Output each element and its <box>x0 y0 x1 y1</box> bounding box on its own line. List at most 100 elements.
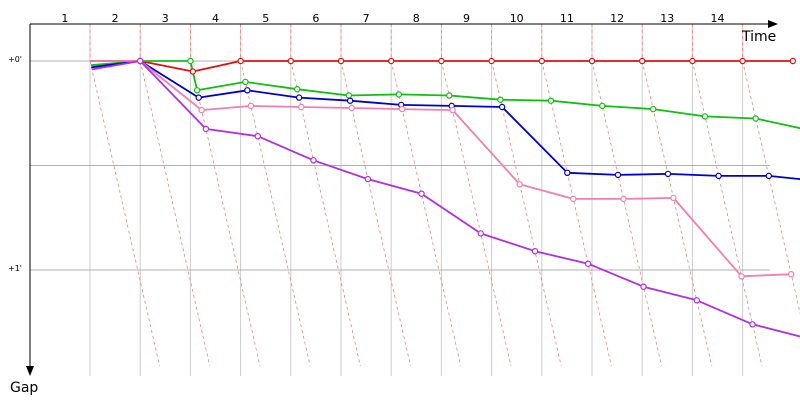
lap-label-6: 6 <box>312 12 319 25</box>
series-2-point-9 <box>564 169 571 176</box>
series-3-point-11 <box>670 194 677 202</box>
series-2-point-13 <box>765 172 773 180</box>
series-4-point-1 <box>136 57 144 65</box>
series-0-point-2 <box>189 68 196 75</box>
lap-connector-12 <box>641 60 713 367</box>
series-2-point-12 <box>715 172 722 180</box>
lap-connector-2 <box>139 60 211 367</box>
axes: Time Gap <box>10 20 778 396</box>
time-axis-arrow <box>768 20 778 28</box>
series-2-point-2 <box>195 94 202 101</box>
lap-connector-4 <box>240 60 311 367</box>
series-4-point-8 <box>531 247 539 255</box>
lap-connector-5 <box>290 60 361 367</box>
series-2-point-11 <box>664 170 672 178</box>
series-0-point-4 <box>287 57 294 65</box>
series-4-point-9 <box>584 260 592 267</box>
series-1-point-8 <box>446 92 453 99</box>
series-1-point-4 <box>242 78 249 86</box>
time-axis-title: Time <box>741 29 776 45</box>
series-1-point-2 <box>187 57 194 65</box>
series-4-point-3 <box>254 132 261 140</box>
series-4-point-2 <box>202 125 210 133</box>
lap-gridlines <box>89 24 744 376</box>
series-3-point-10 <box>620 195 627 203</box>
gap-tick-label: +0' <box>8 55 22 64</box>
series-3-point-2 <box>198 106 205 114</box>
series-3-point-9 <box>570 195 577 203</box>
series-1-point-6 <box>345 92 353 99</box>
series-line-3 <box>90 60 792 278</box>
lap-label-8: 8 <box>413 12 420 25</box>
series-points <box>136 57 797 328</box>
series-4-point-10 <box>640 283 647 290</box>
series-0-point-7 <box>438 57 445 65</box>
series-4-point-5 <box>364 175 372 183</box>
series-1-point-12 <box>650 105 657 113</box>
lap-connector-8 <box>441 60 512 367</box>
series-1-point-9 <box>497 96 504 103</box>
lap-label-2: 2 <box>112 12 119 25</box>
series-line-1 <box>90 60 800 130</box>
lap-label-3: 3 <box>162 12 169 25</box>
lap-connector-10 <box>541 60 612 367</box>
series-2-point-8 <box>498 103 506 111</box>
series-3-point-13 <box>788 271 795 278</box>
series-2-point-4 <box>295 94 303 101</box>
series-1-point-11 <box>599 102 606 110</box>
series-0-point-10 <box>588 57 596 65</box>
lap-connector-lines <box>89 24 800 367</box>
series-0-point-9 <box>538 57 546 65</box>
series-1-point-13 <box>701 113 709 120</box>
lap-label-1: 1 <box>61 12 68 25</box>
series-1-point-10 <box>547 97 555 104</box>
lap-connector-6 <box>340 60 411 367</box>
lap-connector-3 <box>190 60 261 367</box>
lap-label-9: 9 <box>463 12 470 25</box>
series-2-point-3 <box>244 87 251 94</box>
series-3-point-5 <box>348 104 355 112</box>
series-4-point-12 <box>749 321 756 328</box>
lap-connector-13 <box>692 60 763 367</box>
gap-tick-labels: +0' +1' <box>8 55 22 273</box>
lap-connector-7 <box>390 60 462 367</box>
series-0-point-5 <box>337 57 345 65</box>
lap-label-13: 13 <box>660 12 674 25</box>
series-0-point-11 <box>639 57 646 65</box>
lap-label-7: 7 <box>363 12 370 25</box>
lap-connector-9 <box>491 60 562 367</box>
lap-label-14: 14 <box>711 12 725 25</box>
lap-labels: 1 2 3 4 5 6 7 8 9 10 11 12 13 14 <box>61 12 724 25</box>
series-2-point-10 <box>614 171 622 179</box>
series-1-point-14 <box>752 115 759 122</box>
series-3-point-7 <box>449 106 456 114</box>
series-4-point-4 <box>310 157 317 164</box>
series-2-point-5 <box>346 97 354 104</box>
series-3-point-8 <box>516 181 523 188</box>
lap-label-4: 4 <box>212 12 219 25</box>
lap-label-11: 11 <box>560 12 574 25</box>
series-0-point-14 <box>789 57 797 65</box>
series-3-point-4 <box>298 103 305 111</box>
series-4-point-11 <box>693 297 701 304</box>
lap-label-12: 12 <box>610 12 624 25</box>
lap-label-10: 10 <box>510 12 524 25</box>
series-0-point-3 <box>237 57 244 65</box>
lap-label-5: 5 <box>262 12 269 25</box>
lap-connector-14 <box>742 60 800 315</box>
series-0-point-8 <box>488 57 495 65</box>
series-1-point-7 <box>395 91 402 98</box>
series-1-point-3 <box>193 87 201 94</box>
series-1-point-5 <box>294 85 301 93</box>
gap-axis-title: Gap <box>10 380 38 396</box>
series-0-point-6 <box>388 57 395 65</box>
lap-connector-11 <box>591 60 662 367</box>
series-0-point-13 <box>739 57 746 65</box>
series-lines <box>90 60 800 338</box>
gap-axis-arrow <box>26 366 34 376</box>
series-4-point-6 <box>418 190 425 197</box>
series-0-point-12 <box>689 57 696 65</box>
series-3-point-6 <box>399 105 406 113</box>
series-3-point-12 <box>738 273 745 280</box>
